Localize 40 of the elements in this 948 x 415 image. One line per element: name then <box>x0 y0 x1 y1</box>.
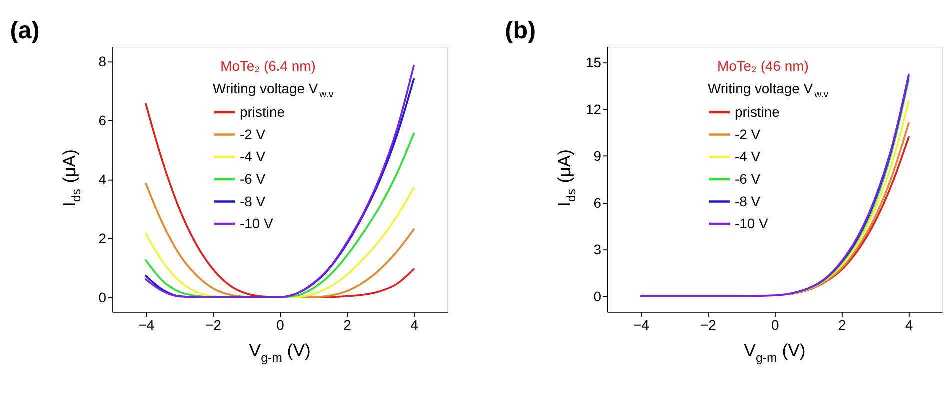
chart-title: (b) <box>505 17 536 44</box>
annotation: MoTe₂ (46 nm) <box>717 58 809 74</box>
y-tick-label: 8 <box>98 54 107 70</box>
y-tick-label: 9 <box>594 148 602 164</box>
x-tick-label: 4 <box>410 317 419 334</box>
x-tick-label: 4 <box>906 317 914 334</box>
y-tick-label: 15 <box>586 54 602 71</box>
y-axis-title: Ids (μA) <box>59 150 84 208</box>
y-axis-title: Ids (μA) <box>554 150 579 208</box>
annotation: MoTe₂ (6.4 nm) <box>220 58 316 74</box>
x-tick-label: 0 <box>772 317 780 334</box>
y-tick-label: 2 <box>98 230 107 246</box>
x-tick-label: 2 <box>838 317 847 334</box>
legend-label: -2 V <box>240 126 266 142</box>
legend-label: -6 V <box>734 171 762 188</box>
legend-label: pristine <box>240 104 286 120</box>
x-tick-label: −4 <box>634 317 650 334</box>
x-tick-label: 0 <box>276 317 285 334</box>
legend-label: -8 V <box>240 193 266 210</box>
y-tick-label: 4 <box>98 172 107 188</box>
y-tick-label: 6 <box>98 112 107 129</box>
legend-label: -4 V <box>240 148 266 165</box>
y-tick-label: 6 <box>594 194 602 211</box>
y-tick-label: 0 <box>98 289 107 306</box>
legend-label: -4 V <box>734 148 762 165</box>
y-tick-label: 12 <box>586 101 602 118</box>
x-tick-label: 2 <box>344 317 352 334</box>
legend-label: -6 V <box>240 171 266 188</box>
x-tick-label: −4 <box>138 317 155 334</box>
legend-label: -2 V <box>734 126 762 142</box>
legend-label: -10 V <box>734 216 769 232</box>
legend-label: -10 V <box>240 216 274 232</box>
chart-title: (a) <box>10 17 40 44</box>
y-tick-label: 0 <box>594 288 602 304</box>
legend-label: pristine <box>734 104 780 120</box>
line-series <box>640 74 910 298</box>
legend-label: -8 V <box>734 193 762 210</box>
y-tick-label: 3 <box>594 242 602 258</box>
x-tick-label: −2 <box>700 317 717 334</box>
x-tick-label: −2 <box>206 317 222 334</box>
